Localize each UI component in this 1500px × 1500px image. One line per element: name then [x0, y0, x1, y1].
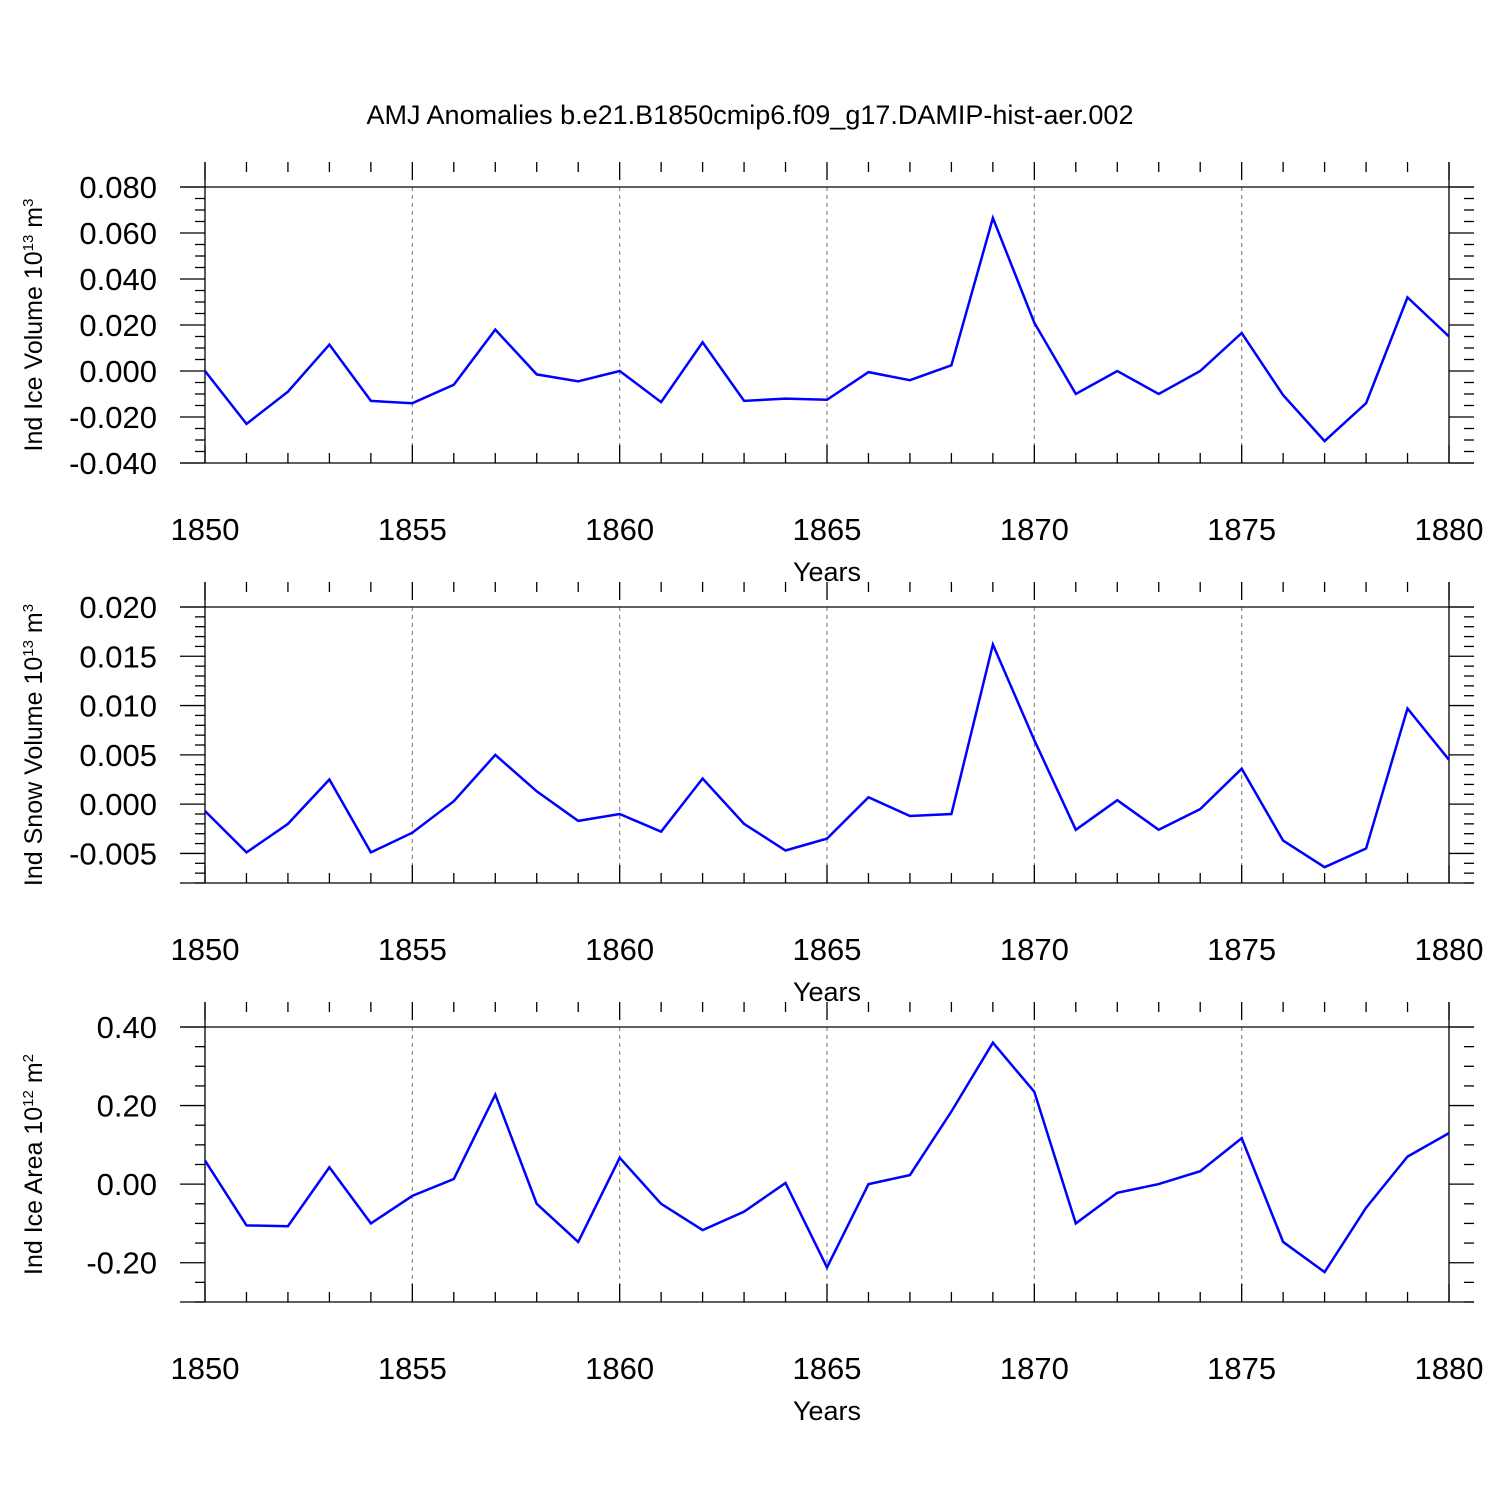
x-axis-title: Years — [793, 1396, 861, 1426]
x-tick-label: 1865 — [793, 512, 862, 547]
x-tick-label: 1875 — [1207, 932, 1276, 967]
y-tick-label: 0.080 — [79, 170, 157, 205]
x-tick-label: 1870 — [1000, 512, 1069, 547]
panel-3: 1850 1855 1860 1865 1870 1875 1880 0.40 0.20 0.00… — [20, 1002, 1483, 1426]
y-tick-label: 0.000 — [79, 354, 157, 389]
x-tick-label: 1850 — [171, 932, 240, 967]
x-tick-label: 1865 — [793, 932, 862, 967]
chart-title: AMJ Anomalies b.e21.B1850cmip6.f09_g17.D… — [367, 100, 1134, 130]
x-tick-label: 1850 — [171, 512, 240, 547]
y-tick-label: 0.060 — [79, 216, 157, 251]
x-tick-label: 1870 — [1000, 932, 1069, 967]
x-tick-label: 1860 — [585, 512, 654, 547]
panel-1: 1850 1855 1860 1865 1870 1875 1880 0.080 0.060 0.… — [20, 162, 1483, 587]
y-axis-title: Ind Snow Volume 1013 m3 — [20, 604, 48, 886]
x-tick-label: 1875 — [1207, 512, 1276, 547]
x-tick-label: 1855 — [378, 1351, 447, 1386]
x-tick-label: 1860 — [585, 1351, 654, 1386]
y-tick-label: -0.020 — [69, 400, 157, 435]
x-tick-label: 1860 — [585, 932, 654, 967]
y-tick-label: 0.020 — [79, 308, 157, 343]
y-tick-label: 0.00 — [97, 1167, 157, 1202]
y-tick-label: 0.020 — [79, 590, 157, 625]
panel-2: 1850 1855 1860 1865 1870 1875 1880 0.020 0.015 0.… — [20, 582, 1483, 1007]
x-tick-label: 1850 — [171, 1351, 240, 1386]
x-tick-label: 1875 — [1207, 1351, 1276, 1386]
x-tick-label: 1870 — [1000, 1351, 1069, 1386]
y-tick-label: 0.000 — [79, 787, 157, 822]
x-tick-label: 1855 — [378, 512, 447, 547]
x-tick-label: 1880 — [1415, 512, 1484, 547]
y-axis-title: Ind Ice Area 1012 m2 — [20, 1054, 48, 1275]
x-tick-label: 1880 — [1415, 1351, 1484, 1386]
x-tick-label: 1865 — [793, 1351, 862, 1386]
y-axis-title: Ind Ice Volume 1013 m3 — [20, 199, 48, 452]
y-tick-label: 0.005 — [79, 738, 157, 773]
y-tick-label: 0.20 — [97, 1089, 157, 1124]
y-tick-label: 0.015 — [79, 639, 157, 674]
y-tick-label: 0.040 — [79, 262, 157, 297]
y-tick-label: 0.40 — [97, 1010, 157, 1045]
y-tick-label: -0.040 — [69, 446, 157, 481]
y-tick-label: -0.20 — [86, 1246, 157, 1281]
x-tick-label: 1855 — [378, 932, 447, 967]
y-tick-label: -0.005 — [69, 836, 157, 871]
y-tick-label: 0.010 — [79, 689, 157, 724]
x-tick-label: 1880 — [1415, 932, 1484, 967]
